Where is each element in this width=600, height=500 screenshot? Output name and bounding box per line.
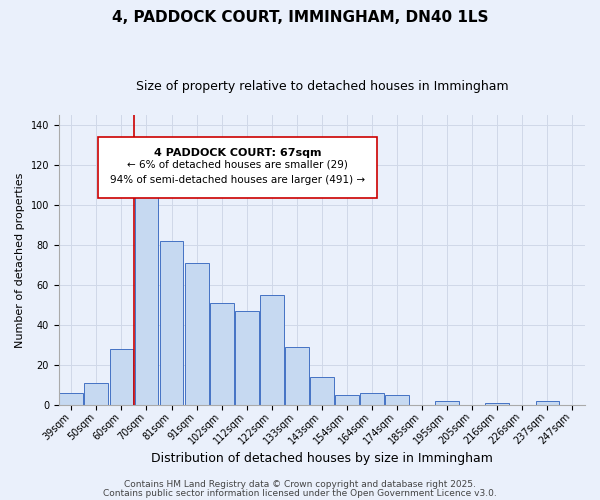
Text: 4, PADDOCK COURT, IMMINGHAM, DN40 1LS: 4, PADDOCK COURT, IMMINGHAM, DN40 1LS (112, 10, 488, 25)
Y-axis label: Number of detached properties: Number of detached properties (15, 172, 25, 348)
Text: ← 6% of detached houses are smaller (29): ← 6% of detached houses are smaller (29) (127, 160, 348, 170)
Bar (110, 349, 133, 406)
Bar (285, 347, 309, 406)
Bar (310, 378, 334, 406)
Bar (59, 394, 83, 406)
Bar (385, 396, 409, 406)
Text: 4 PADDOCK COURT: 67sqm: 4 PADDOCK COURT: 67sqm (154, 148, 322, 158)
Bar (235, 311, 259, 406)
Bar (210, 303, 233, 406)
Bar (360, 394, 384, 406)
Text: Contains HM Land Registry data © Crown copyright and database right 2025.: Contains HM Land Registry data © Crown c… (124, 480, 476, 489)
Bar (185, 263, 209, 406)
Bar (260, 295, 284, 406)
Text: Contains public sector information licensed under the Open Government Licence v3: Contains public sector information licen… (103, 488, 497, 498)
Bar (485, 404, 509, 406)
Bar (85, 384, 108, 406)
FancyBboxPatch shape (98, 137, 377, 198)
Title: Size of property relative to detached houses in Immingham: Size of property relative to detached ho… (136, 80, 508, 93)
Bar (435, 402, 459, 406)
X-axis label: Distribution of detached houses by size in Immingham: Distribution of detached houses by size … (151, 452, 493, 465)
Text: 94% of semi-detached houses are larger (491) →: 94% of semi-detached houses are larger (… (110, 174, 365, 184)
Bar (134, 177, 158, 406)
Bar (536, 402, 559, 406)
Bar (160, 241, 184, 406)
Bar (335, 396, 359, 406)
